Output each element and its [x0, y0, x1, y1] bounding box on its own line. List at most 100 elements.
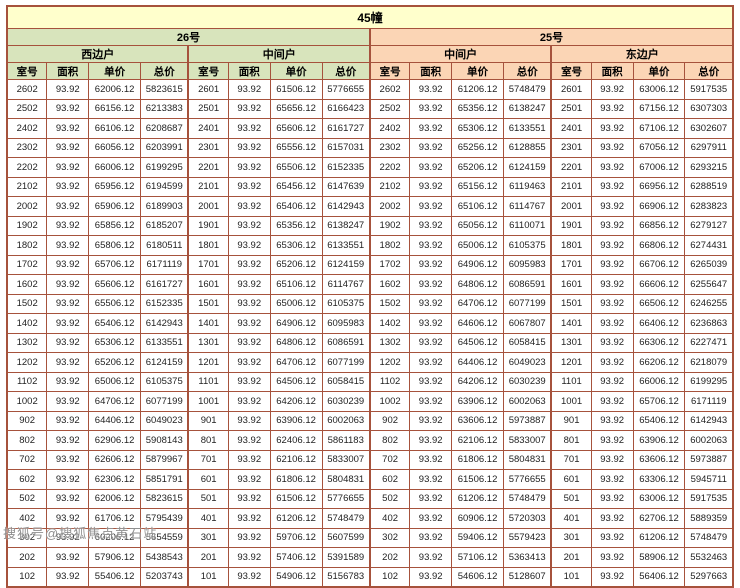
area-cell: 93.92 — [590, 371, 634, 392]
unit-price-cell: 61806.12 — [451, 449, 504, 470]
room-cell: 1002 — [6, 391, 48, 412]
unit-price-cell: 66856.12 — [632, 215, 686, 236]
unit-price-cell: 64706.12 — [269, 352, 323, 373]
area-cell: 93.92 — [590, 137, 634, 158]
room-cell: 101 — [550, 566, 592, 588]
room-cell: 701 — [550, 449, 592, 470]
area-cell: 93.92 — [590, 118, 634, 139]
room-cell: 2602 — [6, 79, 48, 100]
unit-price-cell: 65006.12 — [451, 235, 504, 256]
area-cell: 93.92 — [409, 293, 453, 314]
area-cell: 93.92 — [590, 430, 634, 451]
room-cell: 2502 — [6, 98, 48, 119]
room-cell: 801 — [550, 430, 592, 451]
room-cell: 1401 — [550, 313, 592, 334]
total-price-cell: 6049023 — [503, 352, 552, 373]
table-row: 2202 93.92 66006.12 6199295 2201 93.92 65506.1… — [6, 157, 734, 178]
table-row: 2602 93.92 62006.12 5823615 2601 93.92 61506.1… — [6, 79, 734, 100]
room-cell: 302 — [6, 527, 48, 548]
area-cell: 93.92 — [227, 566, 271, 588]
unit-price-cell: 67006.12 — [632, 157, 686, 178]
unit-price-cell: 56406.12 — [632, 566, 686, 588]
unit-price-cell: 59706.12 — [269, 527, 323, 548]
unit-price-cell: 65106.12 — [451, 196, 504, 217]
area-cell: 93.92 — [590, 176, 634, 197]
room-cell: 1102 — [6, 371, 48, 392]
unit-price-cell: 62406.12 — [269, 430, 323, 451]
area-cell: 93.92 — [590, 293, 634, 314]
area-cell: 93.92 — [46, 332, 90, 353]
unit-price-cell: 63006.12 — [632, 488, 686, 509]
col-header-room: 室号 — [368, 62, 411, 80]
room-cell: 1102 — [368, 371, 411, 392]
room-cell: 102 — [6, 566, 48, 588]
unit-price-cell: 65856.12 — [88, 215, 142, 236]
area-cell: 93.92 — [227, 508, 271, 529]
room-cell: 2601 — [187, 79, 229, 100]
unit-price-cell: 66106.12 — [88, 118, 142, 139]
unit-price-cell: 65406.12 — [88, 313, 142, 334]
total-price-cell: 6110071 — [503, 215, 552, 236]
area-cell: 93.92 — [409, 449, 453, 470]
table-row: 602 93.92 62306.12 5851791 601 93.92 61806.12 5… — [6, 469, 734, 490]
col-header-area: 面积 — [409, 62, 453, 80]
total-price-cell: 6002063 — [684, 430, 734, 451]
room-cell: 1301 — [550, 332, 592, 353]
area-cell: 93.92 — [409, 196, 453, 217]
area-cell: 93.92 — [227, 79, 271, 100]
table-row: 1802 93.92 65806.12 6180511 1801 93.92 65306.1… — [6, 235, 734, 256]
unit-price-cell: 65206.12 — [269, 254, 323, 275]
unit-price-cell: 64406.12 — [88, 410, 142, 431]
room-cell: 301 — [550, 527, 592, 548]
unit-west-header: 西边户 — [5, 45, 189, 63]
room-cell: 901 — [550, 410, 592, 431]
area-cell: 93.92 — [46, 137, 90, 158]
table-row: 2502 93.92 66156.12 6213383 2501 93.92 65656.1… — [6, 98, 734, 119]
unit-price-cell: 66306.12 — [632, 332, 686, 353]
area-cell: 93.92 — [227, 313, 271, 334]
unit-price-cell: 66506.12 — [632, 293, 686, 314]
area-cell: 93.92 — [590, 469, 634, 490]
total-price-cell: 6203991 — [140, 137, 189, 158]
area-cell: 93.92 — [227, 527, 271, 548]
area-cell: 93.92 — [46, 371, 90, 392]
price-table-body: 2602 93.92 62006.12 5823615 2601 93.92 61506.1… — [6, 79, 734, 588]
area-cell: 93.92 — [46, 196, 90, 217]
area-cell: 93.92 — [590, 332, 634, 353]
area-cell: 93.92 — [409, 488, 453, 509]
area-cell: 93.92 — [227, 449, 271, 470]
total-price-cell: 5851791 — [140, 469, 189, 490]
area-cell: 93.92 — [227, 254, 271, 275]
room-cell: 2201 — [550, 157, 592, 178]
unit-price-cell: 64706.12 — [88, 391, 142, 412]
area-cell: 93.92 — [46, 118, 90, 139]
room-cell: 2102 — [368, 176, 411, 197]
area-cell: 93.92 — [409, 274, 453, 295]
total-price-cell: 6142943 — [321, 196, 371, 217]
area-cell: 93.92 — [227, 430, 271, 451]
room-cell: 1601 — [550, 274, 592, 295]
table-row: 702 93.92 62606.12 5879967 701 93.92 62106.12 5… — [6, 449, 734, 470]
area-cell: 93.92 — [409, 176, 453, 197]
total-price-cell: 6133551 — [503, 118, 552, 139]
area-cell: 93.92 — [46, 313, 90, 334]
total-price-cell: 5776655 — [321, 488, 371, 509]
unit-price-cell: 65006.12 — [88, 371, 142, 392]
total-price-cell: 5156783 — [321, 566, 371, 588]
price-table: 45幢 26号 25号 西边户 中间户 中间户 东边户 室号 面积 单价 总价 … — [5, 5, 734, 588]
room-cell: 1602 — [6, 274, 48, 295]
total-price-cell: 6105375 — [503, 235, 552, 256]
unit-price-cell: 65406.12 — [269, 196, 323, 217]
unit-price-cell: 66406.12 — [632, 313, 686, 334]
area-cell: 93.92 — [590, 391, 634, 412]
room-cell: 602 — [368, 469, 411, 490]
unit-price-cell: 65556.12 — [269, 137, 323, 158]
total-price-cell: 6124159 — [140, 352, 189, 373]
table-row: 2102 93.92 65956.12 6194599 2101 93.92 65456.1… — [6, 176, 734, 197]
room-cell: 2302 — [6, 137, 48, 158]
unit-price-cell: 65006.12 — [269, 293, 323, 314]
room-cell: 1501 — [187, 293, 229, 314]
area-cell: 93.92 — [46, 274, 90, 295]
unit-price-cell: 63606.12 — [451, 410, 504, 431]
area-cell: 93.92 — [590, 157, 634, 178]
